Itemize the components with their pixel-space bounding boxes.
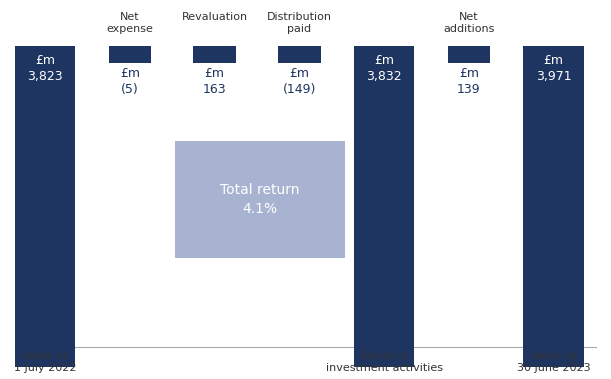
Bar: [175, 141, 345, 258]
Bar: [354, 47, 414, 367]
Text: £m
163: £m 163: [203, 66, 227, 96]
Bar: [109, 47, 151, 63]
Text: Total return
4.1%: Total return 4.1%: [221, 183, 300, 216]
Bar: [194, 47, 236, 63]
Text: £m
139: £m 139: [457, 66, 481, 96]
Text: £m
(5): £m (5): [120, 66, 140, 96]
Text: Revaluation: Revaluation: [181, 12, 247, 22]
Bar: [448, 47, 490, 63]
Text: Distribution
paid: Distribution paid: [267, 12, 332, 34]
Bar: [278, 47, 321, 63]
Bar: [15, 47, 75, 367]
Text: £m
3,832: £m 3,832: [367, 54, 402, 83]
Text: Net
additions: Net additions: [444, 12, 495, 34]
Text: £m
3,823: £m 3,823: [27, 54, 63, 83]
Text: £m
3,971: £m 3,971: [536, 54, 571, 83]
Text: Value at
1 July 2022: Value at 1 July 2022: [14, 351, 76, 373]
Bar: [524, 47, 584, 367]
Text: £m
(149): £m (149): [283, 66, 316, 96]
Text: Net
expense: Net expense: [106, 12, 153, 34]
Text: Result of
investment activities: Result of investment activities: [326, 351, 443, 373]
Text: Value at
30 June 2023: Value at 30 June 2023: [517, 351, 591, 373]
